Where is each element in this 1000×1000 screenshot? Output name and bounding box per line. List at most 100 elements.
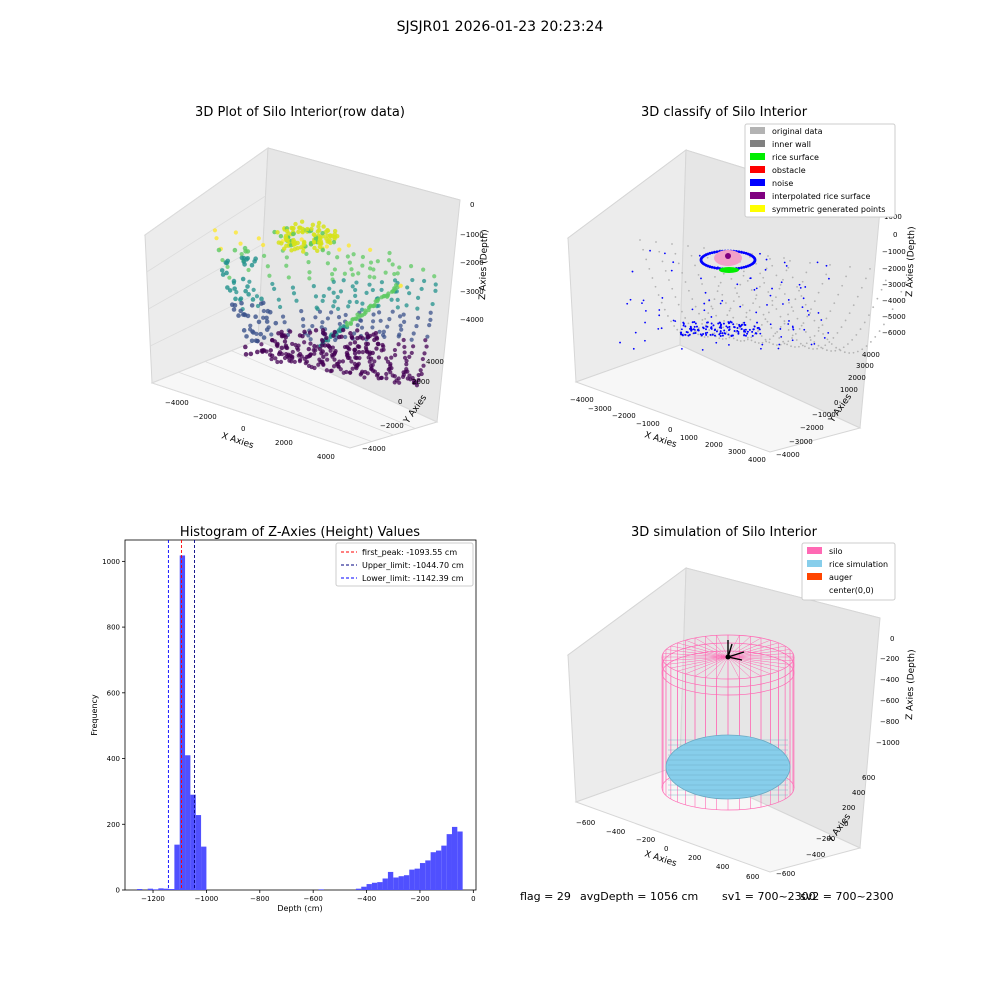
rice-simulation-surface bbox=[665, 734, 791, 800]
raw-point bbox=[384, 356, 389, 361]
cls-z-tick: −1000 bbox=[882, 248, 906, 256]
classify-point-original bbox=[820, 346, 823, 349]
hist-bar bbox=[185, 755, 191, 890]
raw-point bbox=[265, 308, 271, 314]
classify-point-original bbox=[714, 275, 716, 278]
classify-point-original bbox=[794, 346, 796, 348]
classify-point-noise bbox=[644, 321, 646, 324]
classify-point-noise bbox=[680, 331, 683, 334]
classify-point-noise bbox=[743, 330, 746, 333]
raw-point bbox=[327, 286, 332, 291]
raw-point bbox=[320, 230, 325, 236]
raw-point bbox=[219, 268, 225, 273]
hist-bar bbox=[179, 555, 186, 890]
raw-point bbox=[242, 245, 248, 251]
raw-point bbox=[421, 363, 426, 368]
raw-point bbox=[243, 352, 249, 357]
raw-point bbox=[307, 270, 312, 275]
classify-point-original bbox=[758, 306, 761, 308]
classify-point-original bbox=[759, 272, 762, 275]
classify-point-noise bbox=[755, 311, 758, 314]
classify-point-original bbox=[757, 329, 760, 331]
classify-point-original bbox=[775, 274, 778, 277]
classify-point-original bbox=[803, 345, 806, 348]
raw-point bbox=[275, 230, 280, 235]
footer-flag: flag = 29 bbox=[520, 890, 571, 903]
raw-point bbox=[331, 239, 337, 245]
raw-point bbox=[233, 296, 238, 302]
hist-y-tick-label: 800 bbox=[107, 624, 120, 632]
raw-point bbox=[320, 320, 325, 325]
cls-y-tick: 0 bbox=[834, 399, 838, 407]
classify-point-original bbox=[742, 274, 745, 277]
classify-point-original bbox=[809, 339, 812, 341]
classify-point-original bbox=[674, 296, 677, 298]
raw-point bbox=[332, 228, 338, 234]
classify-point-original bbox=[883, 323, 885, 326]
classify-point-noise bbox=[692, 328, 695, 331]
silo-wire bbox=[727, 645, 786, 658]
raw-point bbox=[328, 348, 333, 353]
raw-point bbox=[324, 236, 329, 241]
classify-point-noise bbox=[705, 328, 708, 331]
classify-point-noise bbox=[670, 269, 673, 272]
cls-x-tick: −4000 bbox=[570, 396, 594, 404]
classify-point-noise bbox=[711, 333, 714, 336]
hist-x-tick-label: −200 bbox=[410, 895, 429, 903]
classify-point-original bbox=[834, 349, 837, 352]
raw-point bbox=[309, 226, 314, 231]
classify-point-noise bbox=[727, 333, 730, 336]
raw-point bbox=[360, 263, 365, 268]
raw-point bbox=[297, 351, 303, 357]
raw-point bbox=[331, 279, 336, 284]
raw-point bbox=[214, 236, 219, 241]
cls-z-tick: −6000 bbox=[882, 329, 906, 337]
raw-point bbox=[387, 366, 392, 371]
classify-point-original bbox=[852, 304, 855, 307]
classify-point-noise bbox=[660, 327, 663, 330]
classify-point-original bbox=[865, 345, 868, 347]
classify-point-noise bbox=[827, 332, 830, 334]
raw-point bbox=[428, 310, 433, 315]
classify-point-original bbox=[750, 336, 753, 339]
raw-point bbox=[321, 224, 326, 229]
classify-point-original bbox=[845, 275, 847, 278]
raw-point bbox=[300, 317, 306, 322]
classify-point-noise bbox=[717, 322, 720, 325]
raw-point bbox=[306, 346, 312, 352]
raw-point bbox=[220, 272, 226, 277]
sim-x-tick: 400 bbox=[716, 863, 729, 871]
classify-point-original bbox=[805, 271, 808, 274]
cls-z-tick: 0 bbox=[893, 231, 897, 239]
raw-point bbox=[330, 345, 335, 350]
raw-point bbox=[283, 233, 289, 239]
classify-point-noise bbox=[705, 333, 708, 336]
silo-wire bbox=[716, 656, 729, 679]
raw-point bbox=[395, 305, 400, 310]
raw-point bbox=[216, 247, 222, 253]
classify-point-original bbox=[889, 269, 891, 272]
classify-point-original bbox=[821, 324, 824, 326]
raw-point bbox=[269, 356, 274, 362]
raw-point bbox=[289, 355, 295, 361]
raw-point bbox=[343, 334, 348, 340]
classify-point-original bbox=[797, 345, 800, 348]
hist-bars bbox=[137, 555, 463, 890]
cls-y-tick: 4000 bbox=[862, 351, 880, 359]
classify-point-original bbox=[817, 330, 820, 332]
auger-axis bbox=[727, 651, 745, 658]
raw-point bbox=[279, 345, 285, 351]
classify-point-original bbox=[836, 332, 839, 334]
classify-point-noise bbox=[719, 302, 722, 305]
classify-point-original bbox=[832, 337, 835, 339]
classify-legend-label: obstacle bbox=[772, 166, 806, 175]
classify-point-original bbox=[783, 320, 786, 322]
classify-point-original bbox=[785, 269, 788, 272]
classify-point-original bbox=[817, 291, 820, 294]
classify-point-noise bbox=[791, 339, 794, 342]
classify-point-original bbox=[848, 312, 851, 315]
raw-point bbox=[315, 229, 321, 234]
classify-point-original bbox=[770, 327, 773, 329]
classify-point-original bbox=[774, 332, 777, 335]
classify-point-original bbox=[825, 349, 828, 352]
